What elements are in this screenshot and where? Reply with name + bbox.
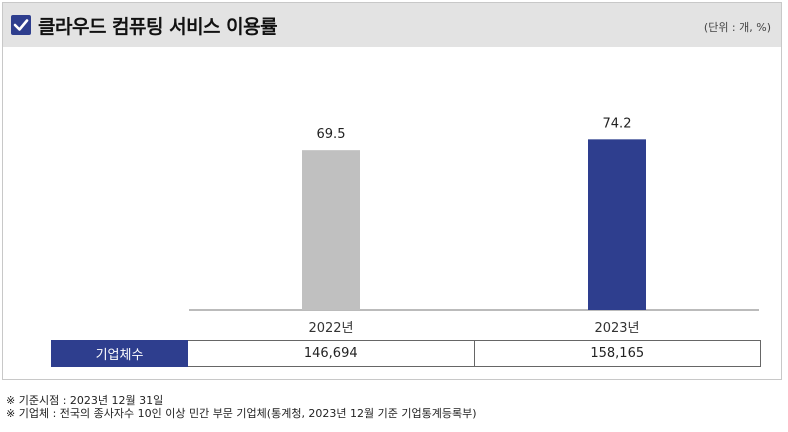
table-cell-2023: 158,165 xyxy=(473,340,761,367)
row-header: 기업체수 xyxy=(51,340,188,367)
bar-0 xyxy=(302,150,360,310)
bar-1 xyxy=(588,139,646,310)
x-tick-label-0: 2022년 xyxy=(308,321,353,336)
table-cell-2022: 146,694 xyxy=(187,340,475,367)
footnote-reference-date: ※ 기준시점 : 2023년 12월 31일 xyxy=(6,394,164,407)
unit-label: (단위 : 개, %) xyxy=(703,21,771,34)
data-label-1: 74.2 xyxy=(603,116,632,131)
data-table: 기업체수 146,694 158,165 xyxy=(51,340,761,367)
x-tick-label-1: 2023년 xyxy=(594,321,639,336)
table-row: 기업체수 146,694 158,165 xyxy=(51,340,761,367)
footnote-enterprise-definition: ※ 기업체 : 전국의 종사자수 10인 이상 민간 부문 기업체(통계청, 2… xyxy=(6,407,477,420)
data-label-0: 69.5 xyxy=(317,127,346,142)
page-title: 클라우드 컴퓨팅 서비스 이용률 xyxy=(38,16,278,38)
chart-panel: 클라우드 컴퓨팅 서비스 이용률 (단위 : 개, %) 69.5 2022년 74… xyxy=(2,2,782,380)
title-bar: 클라우드 컴퓨팅 서비스 이용률 (단위 : 개, %) xyxy=(3,3,781,47)
bar-chart: 69.5 2022년 74.2 2023년 xyxy=(189,116,759,336)
footnotes: ※ 기준시점 : 2023년 12월 31일 ※ 기업체 : 전국의 종사자수 … xyxy=(6,394,477,420)
checkbox-icon xyxy=(11,15,31,35)
